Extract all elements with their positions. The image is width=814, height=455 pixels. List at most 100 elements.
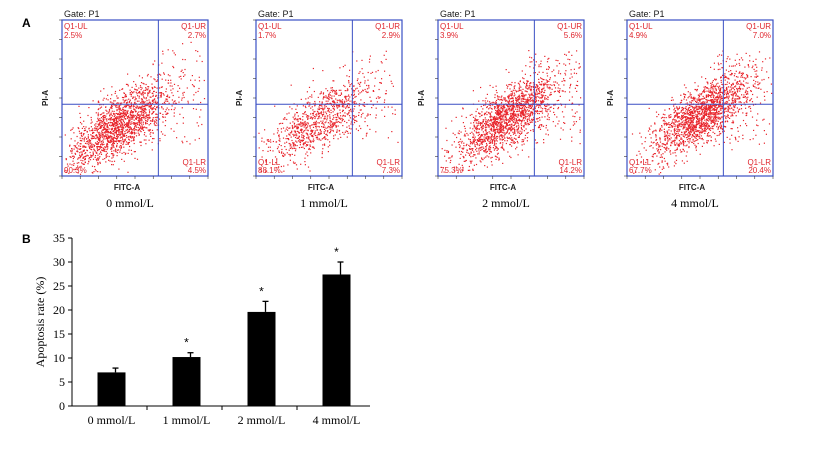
flow-dot [340, 92, 342, 94]
flow-dot [659, 139, 661, 141]
flow-dot [80, 140, 82, 142]
flow-dot [503, 122, 506, 124]
flow-dot [335, 126, 337, 128]
flow-dot [491, 164, 493, 166]
flow-dot [445, 127, 447, 129]
flow-dot [102, 150, 104, 152]
flow-dot [183, 75, 185, 77]
flow-dot [548, 104, 550, 106]
flow-dot [105, 156, 107, 159]
flow-dot [192, 108, 195, 110]
flow-dot [123, 116, 125, 118]
flow-dot [145, 109, 147, 111]
flow-dot [351, 83, 353, 85]
flow-dot [278, 143, 280, 146]
flow-dot [535, 100, 537, 102]
flow-dot [76, 147, 78, 149]
flow-dot [120, 118, 122, 120]
flow-dot [180, 78, 182, 80]
flow-dot [308, 105, 310, 107]
flow-dot [525, 112, 527, 114]
flow-dot [132, 104, 135, 106]
flow-dot [491, 133, 493, 135]
flow-dot [561, 111, 564, 113]
flow-dot [138, 123, 140, 125]
flow-dot [135, 98, 137, 100]
flow-dot [321, 105, 323, 107]
flow-dot [354, 105, 356, 107]
flow-dot [116, 144, 118, 146]
flow-dot [371, 71, 374, 73]
flow-dot [312, 109, 314, 111]
flow-dot [151, 92, 153, 94]
flow-dot [512, 110, 514, 112]
flow-dot [136, 124, 139, 126]
flow-dot [497, 108, 500, 111]
flow-dot [535, 121, 537, 123]
flow-dot [495, 145, 497, 147]
flow-dot [505, 116, 507, 118]
flow-dot [540, 60, 542, 62]
flow-dot [327, 125, 329, 127]
flow-dot [696, 118, 699, 120]
flow-dot [491, 156, 493, 158]
flow-dot [96, 147, 98, 149]
flow-dot [305, 124, 307, 126]
flow-dot [141, 126, 143, 129]
flow-dot [513, 112, 515, 114]
flow-dot [525, 98, 527, 101]
flow-dot [492, 127, 495, 129]
flow-dot [97, 150, 99, 152]
flow-dot [302, 105, 304, 107]
flow-dot [557, 90, 559, 92]
flow-dot [100, 120, 102, 122]
flow-dot [502, 115, 504, 117]
flow-dot [304, 105, 306, 107]
flow-dot [88, 145, 90, 147]
flow-dot [705, 106, 707, 109]
flow-dot [111, 128, 113, 130]
flow-dot [305, 113, 307, 116]
flow-dot [525, 87, 527, 89]
flow-dot [542, 83, 544, 85]
flow-dot [553, 91, 555, 93]
flow-dot [527, 113, 529, 115]
flow-dot [670, 153, 672, 155]
flow-dot [358, 72, 360, 74]
flow-dot [523, 98, 525, 100]
flow-dot [518, 88, 520, 90]
flow-dot [544, 82, 546, 84]
flow-dot [483, 147, 485, 149]
flow-dot [131, 91, 133, 93]
flow-dot [682, 106, 684, 109]
flow-dot [104, 131, 106, 133]
flow-dot [101, 125, 104, 127]
flow-dot [302, 116, 304, 118]
flow-dot [118, 108, 120, 110]
flow-dot [85, 155, 87, 157]
flow-dot [132, 111, 134, 113]
flow-dot [514, 122, 516, 124]
flow-dot [200, 101, 202, 104]
flow-dot [136, 117, 138, 119]
flow-dot [163, 72, 165, 74]
flow-dot [139, 92, 141, 94]
quadrant-ur-value: 2.9% [382, 31, 400, 40]
flow-dot [531, 119, 533, 121]
flow-dot [394, 113, 396, 115]
flow-dot [385, 58, 387, 60]
flow-dot [353, 122, 356, 124]
flow-dot [128, 141, 130, 144]
flow-dot [362, 72, 364, 75]
flow-dot [104, 125, 106, 127]
flow-dot [292, 142, 294, 145]
flow-dot [541, 78, 543, 80]
flow-dot [85, 152, 87, 154]
flow-dot [83, 163, 85, 165]
flow-dot [290, 132, 292, 134]
flow-dot [135, 135, 138, 137]
flow-dot [335, 124, 337, 127]
flow-dot [734, 106, 736, 108]
flow-dot [150, 96, 152, 98]
flow-dot [140, 126, 142, 128]
